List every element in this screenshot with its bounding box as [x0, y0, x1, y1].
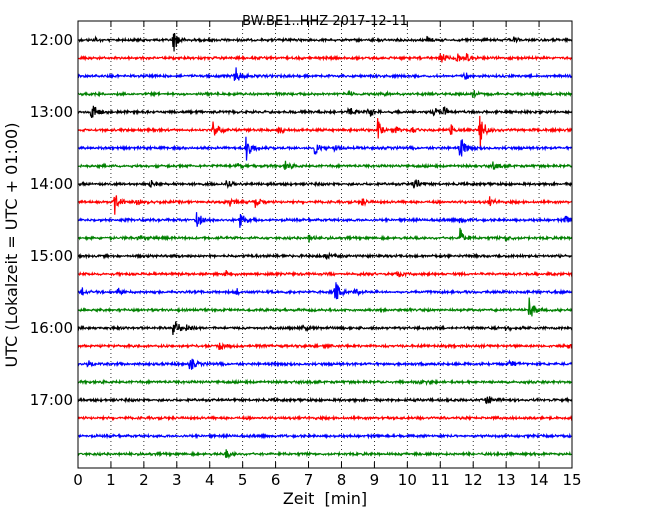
- trace-line: [77, 449, 573, 460]
- y-axis-title: UTC (Lokalzeit = UTC + 01:00): [2, 123, 21, 368]
- trace-line: [77, 282, 573, 300]
- y-tick-label: 13:00: [30, 103, 73, 121]
- x-tick-label: 7: [304, 471, 314, 489]
- trace-lines: [77, 32, 573, 460]
- trace-line: [77, 53, 573, 63]
- x-tick-label: 5: [238, 471, 248, 489]
- trace-line: [77, 179, 573, 190]
- y-tick-label: 17:00: [30, 391, 73, 409]
- x-tick-label: 10: [398, 471, 417, 489]
- trace-line: [77, 321, 573, 336]
- x-tick-label: 12: [464, 471, 483, 489]
- x-tick-label: 8: [337, 471, 347, 489]
- trace-line: [77, 195, 573, 215]
- trace-line: [77, 32, 573, 52]
- x-tick-label: 3: [172, 471, 182, 489]
- trace-line: [77, 67, 573, 81]
- trace-line: [77, 341, 573, 350]
- trace-line: [77, 269, 573, 278]
- trace-line: [77, 136, 573, 161]
- trace-line: [77, 378, 573, 387]
- x-tick-label: 9: [370, 471, 380, 489]
- x-tick-label: 1: [106, 471, 116, 489]
- trace-line: [77, 358, 573, 370]
- trace-line: [77, 105, 573, 119]
- x-tick-label: 15: [562, 471, 581, 489]
- x-ticks: 0 1 2 3 4 5 6 7 8 9 10 11 12 13 14 15: [73, 21, 582, 489]
- trace-line: [77, 160, 573, 171]
- x-tick-label: 0: [73, 471, 83, 489]
- y-tick-label: 12:00: [30, 31, 73, 49]
- x-tick-label: 14: [530, 471, 549, 489]
- trace-line: [77, 115, 573, 148]
- trace-line: [77, 432, 573, 440]
- trace-line: [77, 251, 573, 260]
- trace-line: [77, 414, 573, 422]
- trace-line: [77, 212, 573, 228]
- x-tick-label: 13: [497, 471, 516, 489]
- x-tick-label: 4: [205, 471, 215, 489]
- trace-line: [77, 227, 573, 243]
- trace-line: [77, 90, 573, 100]
- y-ticks: 12:00 13:00 14:00 15:00 16:00 17:00: [30, 31, 572, 409]
- y-tick-label: 15:00: [30, 247, 73, 265]
- x-tick-label: 2: [139, 471, 149, 489]
- trace-line: [77, 297, 573, 317]
- plot-frame: [77, 20, 573, 469]
- x-axis-title: Zeit [min]: [283, 489, 367, 508]
- vertical-grid: [110, 21, 540, 468]
- x-tick-label: 11: [431, 471, 450, 489]
- y-tick-label: 14:00: [30, 175, 73, 193]
- trace-line: [77, 396, 573, 405]
- x-tick-label: 6: [271, 471, 281, 489]
- y-tick-label: 16:00: [30, 319, 73, 337]
